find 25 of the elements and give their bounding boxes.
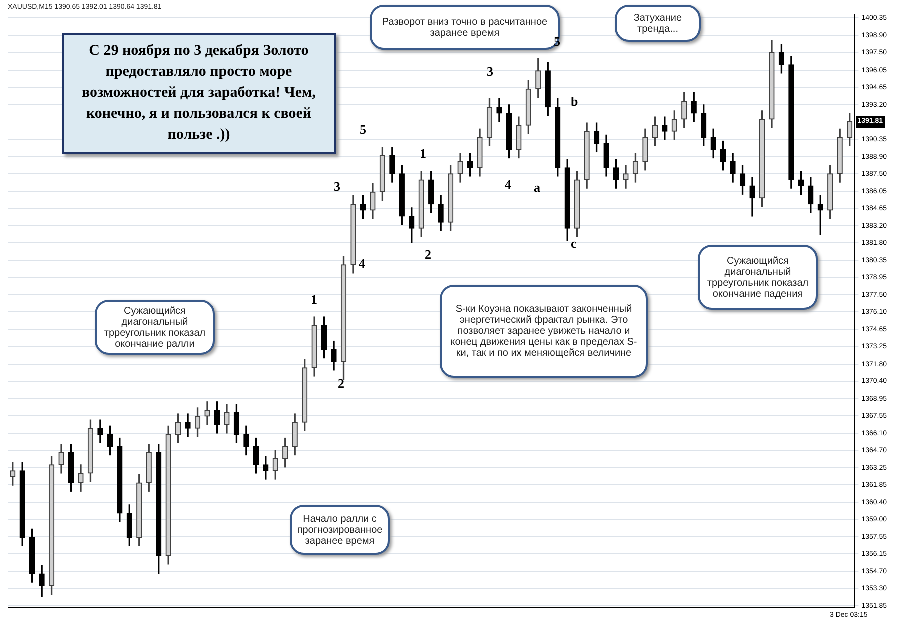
annotation: a bbox=[534, 180, 540, 196]
annotation: 3 bbox=[334, 179, 340, 195]
annotation: c bbox=[571, 236, 577, 252]
annotation: 4 bbox=[505, 177, 512, 193]
speech-bubble: Затухание тренда... bbox=[615, 5, 701, 42]
annotation: Сужающийся диагональный трреугольник показал окончание ралли bbox=[103, 306, 207, 350]
speech-bubble: Сужающийся диагональный трреугольник показал окончание падения bbox=[698, 245, 818, 310]
annotation: 5 bbox=[554, 34, 560, 50]
speech-bubble: S-ки Коуэна показывают законченный энергетический фрактал рынка. Это позволяет заранее увижеть начало и конец движения цены как в пределах S-ки, так и по их меняющейся величине bbox=[440, 285, 648, 378]
speech-bubble: Начало ралли с прогнозированное заранее время bbox=[290, 505, 390, 555]
annotation: 4 bbox=[359, 256, 366, 272]
text: С 29 ноября по 3 декабря Золото предоставляло просто море возможностей для заработка! Чем, конечно, я и пользовался к своей пользе .)) bbox=[62, 33, 336, 154]
annotation: b bbox=[571, 94, 578, 110]
annotation: 3 bbox=[487, 64, 494, 80]
annotation: 1 bbox=[420, 146, 426, 162]
annotation: Затухание тренда... bbox=[632, 12, 684, 34]
annotation: Начало ралли с прогнозированное заранее время bbox=[297, 514, 383, 546]
annotation: 5 bbox=[360, 122, 366, 138]
annotation: S-ки Коуэна показывают законченный энергетический фрактал рынка. Это позволяет заранее увижеть начало и конец движения цены как в пределах S-ки, так и по их меняющейся величине bbox=[450, 304, 638, 359]
annotation: Сужающийся диагональный трреугольник показал окончание падения bbox=[706, 256, 810, 300]
annotation: Разворот вниз точно в расчитанное заранее время bbox=[381, 16, 549, 38]
annotation: 2 bbox=[338, 376, 344, 392]
annotation: 2 bbox=[425, 247, 432, 263]
speech-bubble: Сужающийся диагональный трреугольник показал окончание ралли bbox=[95, 300, 215, 355]
annotation: 1 bbox=[311, 292, 318, 308]
